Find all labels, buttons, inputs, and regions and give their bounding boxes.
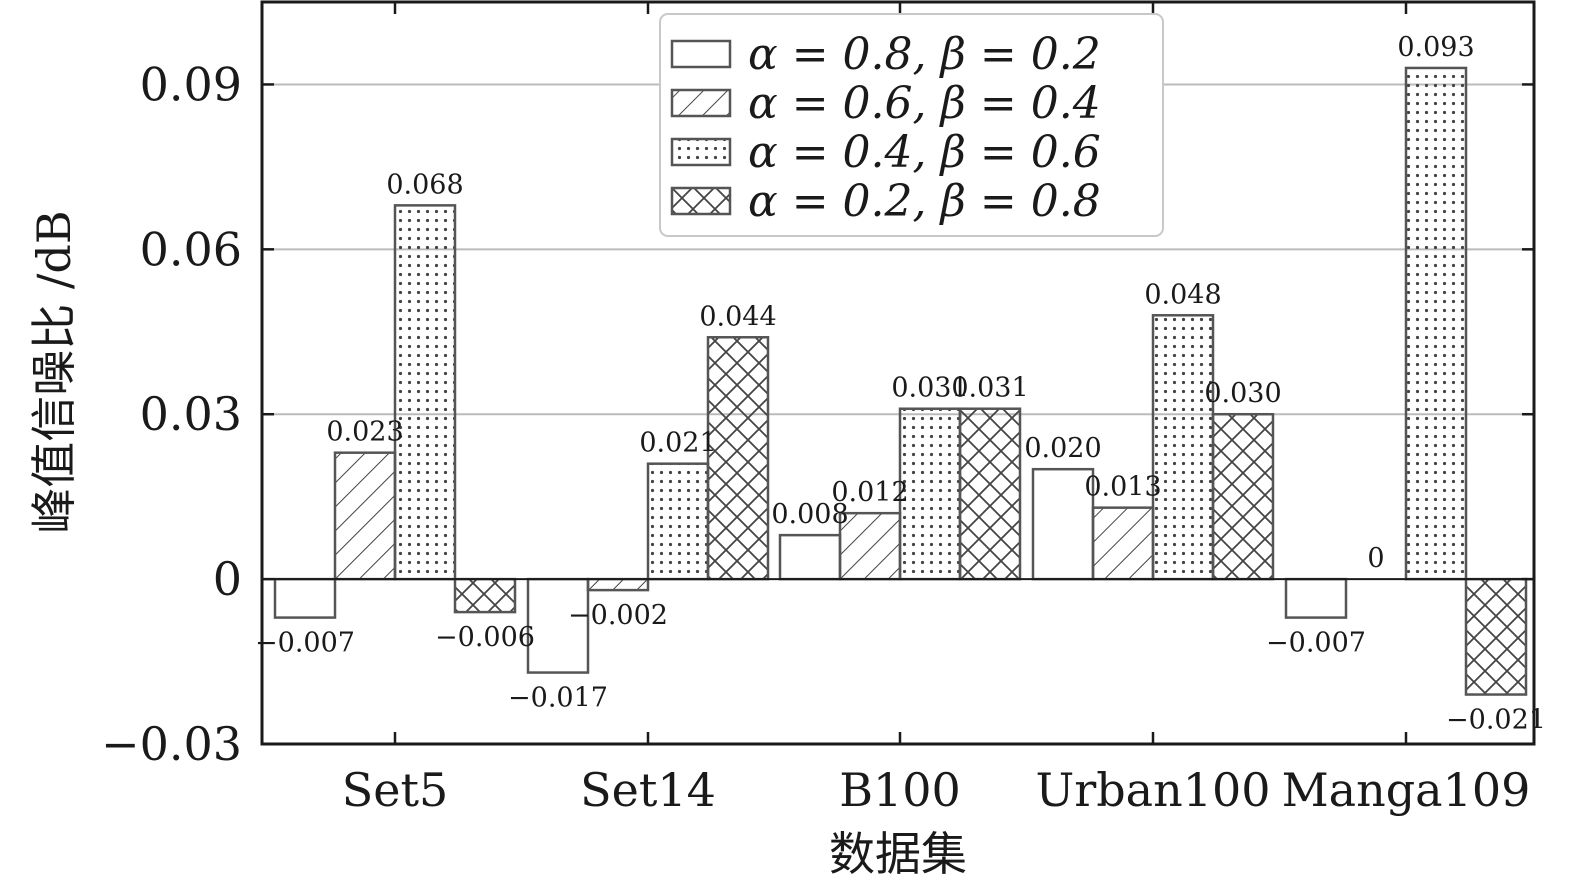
legend-label: α = 0.4, β = 0.6 — [748, 127, 1101, 178]
bar-value-label: −0.006 — [435, 622, 535, 653]
bar — [526, 577, 590, 674]
bar-value-label: 0.021 — [639, 428, 716, 459]
bar — [706, 336, 770, 581]
legend-box — [659, 13, 1164, 237]
bar-value-label: 0.068 — [386, 169, 463, 200]
bar-value-label: 0.013 — [1084, 472, 1161, 503]
x-tick-label: B100 — [839, 763, 961, 817]
bar-value-label: 0.031 — [951, 373, 1028, 404]
legend-swatch — [670, 39, 732, 69]
bar-value-label: −0.002 — [568, 600, 668, 631]
bar-value-label: −0.007 — [1266, 628, 1366, 659]
bar-value-label: −0.021 — [1446, 705, 1546, 736]
bar-value-label: 0.048 — [1144, 279, 1221, 310]
y-tick-label: 0.03 — [140, 387, 242, 441]
bar — [958, 407, 1022, 581]
bar-value-label: 0.030 — [1204, 378, 1281, 409]
bar — [1284, 577, 1348, 619]
bar — [1151, 314, 1215, 581]
legend-label: α = 0.2, β = 0.8 — [748, 176, 1101, 227]
bar — [1404, 66, 1468, 581]
bar — [1211, 412, 1275, 581]
bar — [898, 407, 962, 581]
x-tick-label: Urban100 — [1035, 763, 1270, 817]
legend-swatch — [670, 137, 732, 167]
legend-swatch — [670, 88, 732, 118]
y-axis-title: 峰值信噪比 /dB — [27, 210, 81, 533]
x-tick-label: Set14 — [580, 763, 716, 817]
bar — [586, 577, 650, 592]
bar-value-label: 0.044 — [699, 301, 776, 332]
x-tick-label: Manga109 — [1282, 763, 1531, 817]
bar-labels-group: −0.007 −0.017 0.008 0.020 −0.007 0.023 −0.002 0… — [255, 32, 1546, 736]
bar-value-label: 0 — [1367, 543, 1384, 574]
bar — [646, 462, 710, 581]
bar-value-label: 0.031 — [891, 373, 968, 404]
bar — [1464, 577, 1528, 696]
y-tick-label: 0.06 — [140, 222, 242, 276]
bar — [273, 577, 337, 619]
bar — [1091, 506, 1155, 581]
y-tick-label: 0 — [213, 552, 242, 606]
legend: α = 0.8, β = 0.2α = 0.6, β = 0.4α = 0.4,… — [659, 13, 1164, 237]
bar-value-label: 0.012 — [831, 477, 908, 508]
bar — [838, 511, 902, 581]
y-axis: −0.03 0 0.03 0.06 0.09 — [101, 57, 1534, 771]
legend-label: α = 0.8, β = 0.2 — [748, 29, 1101, 80]
y-tick-label: −0.03 — [101, 717, 242, 771]
bar — [333, 451, 397, 581]
bars-group — [273, 66, 1528, 696]
bar-value-label: 0.020 — [1024, 433, 1101, 464]
bar-value-label: −0.007 — [255, 628, 355, 659]
plot-frame — [260, 0, 1536, 746]
bar-value-label: −0.017 — [508, 683, 608, 714]
x-tick-label: Set5 — [342, 763, 449, 817]
bar — [393, 204, 457, 581]
x-axis-title: 数据集 — [829, 827, 967, 881]
legend-swatch — [670, 186, 732, 216]
bar — [453, 577, 517, 614]
bar-value-label: 0.008 — [771, 499, 848, 530]
y-tick-label: 0.09 — [140, 57, 242, 111]
bar-value-label: 0.023 — [326, 417, 403, 448]
x-axis: Set5 Set14 B100 Urban100 Manga109 — [342, 2, 1531, 817]
bar — [778, 533, 842, 581]
legend-label: α = 0.6, β = 0.4 — [748, 78, 1101, 129]
bar-value-label: 0.093 — [1397, 32, 1474, 63]
